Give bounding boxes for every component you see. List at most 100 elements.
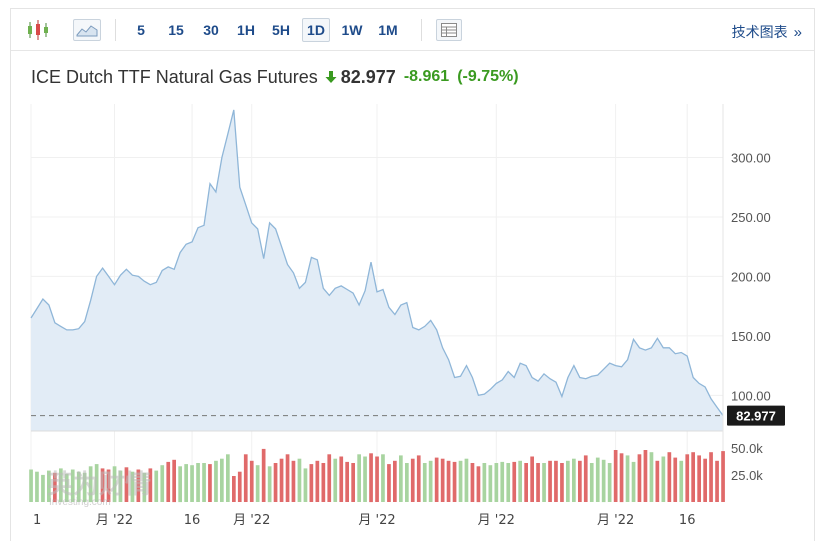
volume-bar xyxy=(369,453,373,503)
volume-bar xyxy=(548,460,552,502)
volume-bar xyxy=(625,455,630,502)
volume-bar xyxy=(560,463,564,502)
volume-bar xyxy=(190,465,194,502)
area-chart-button[interactable] xyxy=(71,17,103,43)
volume-bar xyxy=(578,460,582,502)
timeframe-1d[interactable]: 1D xyxy=(302,18,330,42)
volume-bar xyxy=(363,456,367,502)
x-tick-label: 16 xyxy=(184,513,201,528)
volume-bar xyxy=(154,470,159,502)
volume-bar xyxy=(422,463,427,502)
volume-bar xyxy=(178,466,182,503)
x-tick-label: 月 '22 xyxy=(597,513,634,528)
volume-bar xyxy=(70,469,75,502)
volume-bar xyxy=(59,468,63,502)
volume-tick-label: 50.0k xyxy=(731,441,763,456)
volume-bar xyxy=(357,454,361,502)
last-price: 82.977 xyxy=(340,66,396,87)
volume-bar xyxy=(554,460,558,502)
volume-bar xyxy=(351,463,355,502)
volume-bar xyxy=(703,458,707,502)
volume-bar xyxy=(166,461,171,502)
volume-bar xyxy=(249,460,254,502)
x-tick-label: 月 '22 xyxy=(358,513,395,528)
volume-bar xyxy=(327,454,332,502)
timeframe-1h[interactable]: 1H xyxy=(237,22,255,38)
data-table-button[interactable] xyxy=(435,17,463,43)
volume-bar xyxy=(29,469,33,502)
volume-bar xyxy=(512,461,517,502)
down-arrow-icon xyxy=(325,71,337,83)
volume-bar xyxy=(649,452,654,502)
volume-bar xyxy=(434,457,439,502)
price-tick-label: 150.00 xyxy=(731,329,771,344)
volume-bar xyxy=(339,456,344,502)
volume-bar xyxy=(94,464,99,502)
timeframe-30[interactable]: 30 xyxy=(203,22,219,38)
volume-bar xyxy=(464,458,469,502)
volume-bar xyxy=(488,465,493,502)
volume-bar xyxy=(542,463,546,502)
price-tick-label: 100.00 xyxy=(731,388,771,403)
volume-bar xyxy=(655,460,660,502)
volume-bar xyxy=(237,471,242,502)
volume-bar xyxy=(613,450,618,502)
x-tick-label: 月 '22 xyxy=(478,513,515,528)
volume-bar xyxy=(405,463,409,502)
volume-bar xyxy=(518,460,522,502)
volume-bar xyxy=(410,458,415,502)
candlestick-chart-button[interactable] xyxy=(23,17,53,43)
volume-bar xyxy=(566,460,570,502)
volume-bar xyxy=(631,461,636,502)
volume-bar xyxy=(118,470,123,502)
volume-bar xyxy=(446,460,451,502)
price-line xyxy=(30,109,724,416)
volume-bar xyxy=(136,469,141,502)
volume-bar xyxy=(691,452,695,502)
volume-bar xyxy=(500,461,505,502)
volume-bar xyxy=(208,464,212,502)
volume-bar xyxy=(482,463,487,502)
volume-bar xyxy=(279,458,284,502)
volume-bar xyxy=(416,455,421,502)
timeframe-5[interactable]: 5 xyxy=(137,22,145,38)
technical-chart-link[interactable]: 技术图表 » xyxy=(732,22,802,42)
volume-bar xyxy=(530,456,534,502)
volume-bar xyxy=(291,460,296,502)
price-chart[interactable]: 82.977 100.00 150.00 200.00 250.00 300.00 50.0… xyxy=(11,9,814,541)
timeframe-15[interactable]: 15 xyxy=(168,22,184,38)
volume-bar xyxy=(214,460,218,502)
volume-bar xyxy=(309,464,314,502)
x-tick-label: 月 '22 xyxy=(96,513,133,528)
volume-bar xyxy=(679,460,684,502)
quote-header: ICE Dutch TTF Natural Gas Futures 82.977… xyxy=(31,65,519,89)
volume-bar xyxy=(35,471,39,502)
volume-bar xyxy=(375,456,379,502)
volume-bar xyxy=(643,450,648,502)
volume-bar xyxy=(47,470,51,502)
volume-bar xyxy=(697,455,701,502)
table-icon xyxy=(441,23,457,37)
chart-widget: 5 15 30 1H 5H 1D 1W 1M 技术图表 » ICE D xyxy=(10,8,815,541)
timeframe-5h[interactable]: 5H xyxy=(272,22,290,38)
volume-bar xyxy=(267,466,272,503)
volume-bar xyxy=(470,463,475,502)
timeframe-1w[interactable]: 1W xyxy=(341,22,363,38)
volume-bar xyxy=(685,454,690,502)
volume-bar xyxy=(345,461,349,502)
watermark-sub: Investing.com xyxy=(49,497,111,508)
volume-bar xyxy=(333,458,338,502)
volume-bar xyxy=(393,460,397,502)
volume-bar xyxy=(112,466,117,503)
instrument-name: ICE Dutch TTF Natural Gas Futures xyxy=(31,66,318,87)
candlestick-icon xyxy=(28,20,48,40)
timeframe-1m[interactable]: 1M xyxy=(378,22,398,38)
volume-bar xyxy=(172,459,176,503)
volume-bar xyxy=(440,458,445,502)
volume-bar xyxy=(184,464,188,502)
volume-bar xyxy=(232,476,236,502)
volume-bar xyxy=(321,463,326,502)
volume-bar xyxy=(124,467,129,502)
volume-bar xyxy=(661,456,666,502)
volume-bar xyxy=(303,468,308,502)
